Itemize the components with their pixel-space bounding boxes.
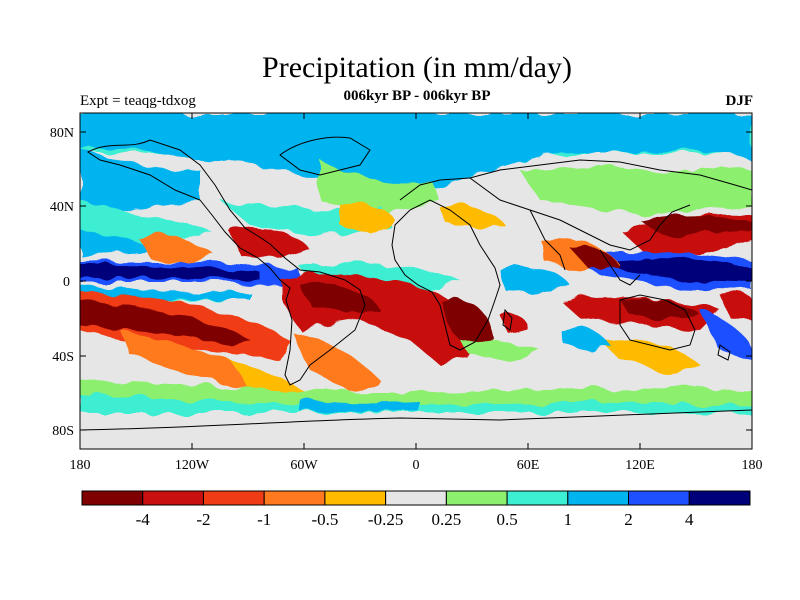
colorbar-swatch [202, 490, 265, 506]
lat-label-80n: 80N [50, 126, 74, 141]
lon-label-60e: 60E [517, 458, 540, 473]
map-field [80, 113, 752, 449]
lon-label-60w: 60W [290, 458, 318, 473]
colorbar-swatch [506, 490, 569, 506]
colorbar-label: 4 [685, 510, 694, 529]
lon-label-180e: 180 [742, 458, 763, 473]
lon-ticks [79, 113, 753, 449]
lon-label-0: 0 [413, 458, 420, 473]
lon-label-120w: 120W [175, 458, 210, 473]
colorbar-swatch [324, 490, 387, 506]
colorbar-swatch [142, 490, 204, 506]
coastlines [80, 136, 752, 431]
colorbar-label: 0.25 [431, 510, 461, 529]
colorbar-swatch [567, 490, 630, 506]
chart-title: Precipitation (in mm/day) [262, 51, 572, 84]
colorbar-label: 2 [624, 510, 633, 529]
lat-label-40n: 40N [50, 200, 74, 215]
colorbar: -4 -2 -1 -0.5 -0.25 0.25 0.5 1 2 4 [81, 490, 751, 529]
chart-subtitle: 006kyr BP - 006kyr BP [343, 88, 491, 104]
lat-ticks [80, 131, 752, 431]
colorbar-label: -2 [196, 510, 210, 529]
lat-label-0: 0 [63, 275, 70, 290]
colorbar-swatch [385, 490, 447, 506]
colorbar-swatch [688, 490, 751, 506]
colorbar-label: 0.5 [496, 510, 517, 529]
colorbar-label: -4 [136, 510, 151, 529]
colorbar-swatch [628, 490, 690, 506]
lat-label-80s: 80S [52, 424, 74, 439]
colorbar-swatch [445, 490, 508, 506]
colorbar-label: -0.5 [311, 510, 338, 529]
lon-label-180w: 180 [70, 458, 91, 473]
experiment-label: Expt = teaqg-tdxog [80, 93, 196, 109]
colorbar-label: 1 [564, 510, 573, 529]
colorbar-label: -0.25 [368, 510, 403, 529]
colorbar-swatch [263, 490, 326, 506]
colorbar-label: -1 [257, 510, 271, 529]
lat-label-40s: 40S [52, 350, 74, 365]
lon-label-120e: 120E [625, 458, 655, 473]
season-label: DJF [725, 93, 754, 109]
colorbar-swatch [81, 490, 144, 506]
